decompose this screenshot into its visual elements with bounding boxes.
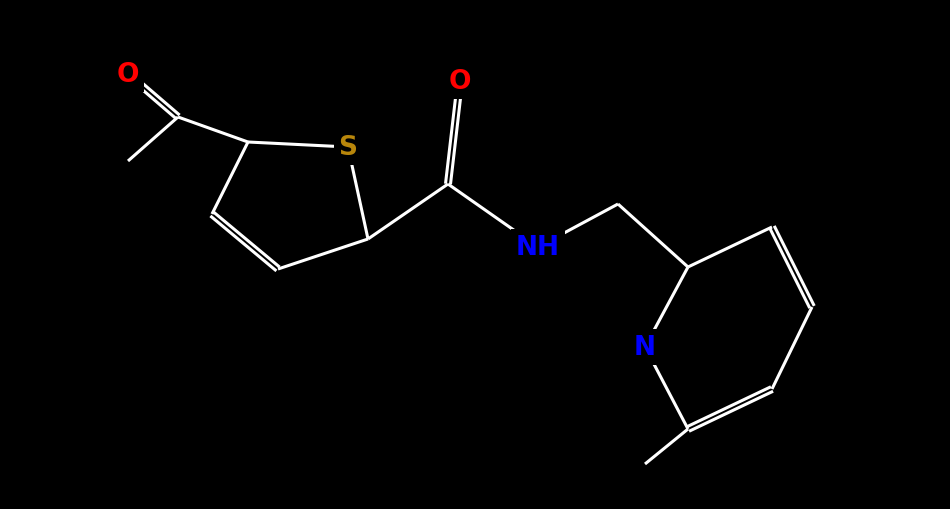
- Text: O: O: [117, 62, 140, 88]
- Text: N: N: [634, 334, 656, 360]
- Text: S: S: [338, 135, 357, 161]
- Text: NH: NH: [516, 235, 560, 261]
- Text: O: O: [448, 69, 471, 95]
